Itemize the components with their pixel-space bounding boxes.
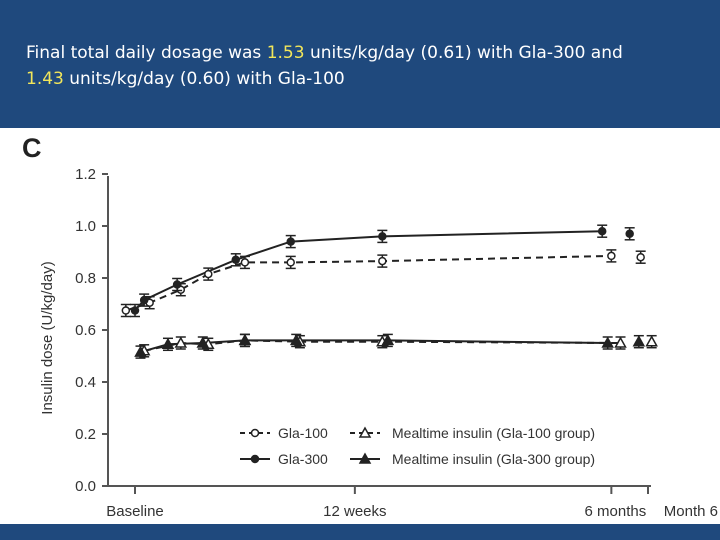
data-point xyxy=(607,251,616,261)
data-point xyxy=(381,333,395,346)
data-point xyxy=(174,336,188,348)
data-point xyxy=(238,333,252,346)
y-tick-label: 1.2 xyxy=(75,166,96,183)
y-axis-label: Insulin dose (U/kg/day) xyxy=(39,261,56,414)
title-line1-pre: Final total daily dosage was xyxy=(26,43,267,63)
legend-label: Gla-300 xyxy=(278,451,328,467)
series-markers xyxy=(120,224,658,359)
x-tick-label: Month 6 xyxy=(664,503,718,520)
data-point xyxy=(196,336,210,348)
data-point xyxy=(358,426,372,438)
data-point xyxy=(614,336,627,348)
footer-bar xyxy=(0,524,720,540)
data-point xyxy=(172,280,182,289)
y-tick-label: 0.6 xyxy=(75,322,96,339)
title-banner: Final total daily dosage was 1.53 units/… xyxy=(0,0,720,128)
legend-label: Gla-100 xyxy=(278,425,328,441)
data-point xyxy=(636,252,645,262)
data-point xyxy=(231,255,241,265)
y-tick-label: 0.4 xyxy=(75,374,96,391)
data-point xyxy=(601,336,614,348)
data-point xyxy=(632,335,646,347)
y-tick-label: 0.0 xyxy=(75,478,96,495)
data-point xyxy=(289,333,303,346)
axes: 0.0 0.2 0.4 0.6 0.8 1.0 1.2 Baseline 12 weeks 6 m… xyxy=(75,166,718,520)
data-point xyxy=(204,269,213,279)
data-point xyxy=(378,256,387,266)
legend: Gla-100 Mealtime insulin (Gla-100 group) G… xyxy=(240,425,595,467)
legend-label: Mealtime insulin (Gla-100 group) xyxy=(392,425,595,441)
data-point xyxy=(286,258,295,267)
data-point xyxy=(139,295,149,305)
data-point xyxy=(250,454,260,464)
data-point xyxy=(625,229,634,239)
data-point xyxy=(134,345,147,357)
data-point xyxy=(378,232,387,241)
x-tick-label: 6 months xyxy=(585,503,647,520)
data-point xyxy=(645,335,658,347)
y-tick-label: 0.2 xyxy=(75,426,96,443)
y-tick-label: 1.0 xyxy=(75,218,96,235)
data-point xyxy=(597,226,607,236)
gla300-dose-highlight: 1.53 xyxy=(266,43,305,63)
data-point xyxy=(240,258,250,267)
data-point xyxy=(161,337,175,350)
x-tick-label: 12 weeks xyxy=(323,503,386,520)
data-point xyxy=(250,428,260,438)
series-line xyxy=(134,230,603,312)
title-line1-post: units/kg/day (0.61) with Gla-300 and xyxy=(304,43,623,63)
data-point xyxy=(358,452,372,464)
insulin-dose-chart: C 0.0 0.2 0.4 0.6 0.8 1.0 1.2 Baseline 12 weeks 6… xyxy=(22,133,718,520)
title-line2-post: units/kg/day (0.60) with Gla-100 xyxy=(63,69,345,89)
series-line xyxy=(125,254,612,312)
data-point xyxy=(286,237,295,246)
series-lines xyxy=(125,230,621,354)
data-point xyxy=(121,306,131,315)
slide-title: Final total daily dosage was 1.53 units/… xyxy=(26,40,716,92)
y-tick-label: 0.8 xyxy=(75,270,96,287)
panel-label: C xyxy=(22,133,42,163)
x-tick-label: Baseline xyxy=(106,503,164,520)
legend-label: Mealtime insulin (Gla-300 group) xyxy=(392,451,595,467)
data-point xyxy=(130,306,140,315)
gla100-dose-highlight: 1.43 xyxy=(26,69,64,89)
